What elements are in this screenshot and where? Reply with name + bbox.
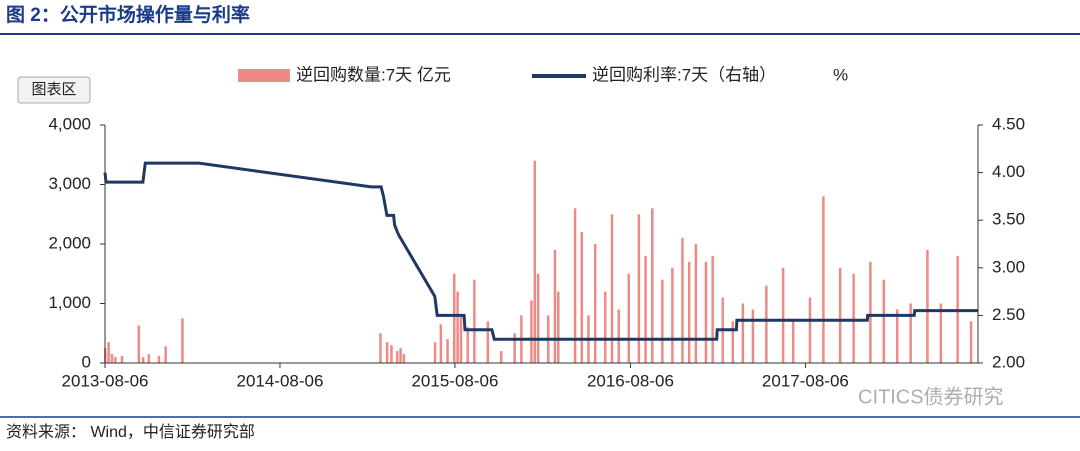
- bar: [446, 339, 449, 363]
- bar: [895, 309, 899, 363]
- bar: [141, 357, 145, 363]
- bar: [453, 273, 456, 363]
- x-tick-label: 2015-08-06: [411, 371, 498, 390]
- y2-tick-label: 3.00: [992, 257, 1025, 276]
- bar: [157, 355, 161, 363]
- bar: [781, 267, 785, 363]
- bar: [939, 303, 943, 363]
- bar: [852, 273, 855, 363]
- bar: [681, 238, 684, 363]
- y2-tick-label: 3.50: [992, 210, 1025, 229]
- x-tick-label: 2017-08-06: [762, 371, 849, 390]
- bar: [385, 342, 389, 363]
- x-tick-label: 2014-08-06: [236, 371, 323, 390]
- bar: [822, 196, 825, 363]
- legend-unit: %: [833, 65, 848, 84]
- bar: [147, 354, 151, 363]
- bar: [741, 303, 745, 363]
- chart-area-label: 图表区: [31, 81, 76, 98]
- bar: [604, 291, 607, 363]
- bar: [181, 318, 184, 363]
- y2-tick-label: 2.00: [992, 352, 1025, 371]
- bar: [711, 255, 714, 363]
- bar: [466, 327, 469, 363]
- bar: [808, 297, 812, 363]
- bar: [110, 354, 114, 363]
- bar: [791, 321, 795, 363]
- bar: [379, 333, 382, 363]
- legend-label: 逆回购数量:7天 亿元: [296, 65, 451, 84]
- bar: [869, 261, 872, 363]
- bar: [751, 309, 755, 363]
- bar: [926, 249, 929, 363]
- bar: [486, 321, 490, 363]
- y-tick-label: 1,000: [48, 293, 91, 312]
- bar: [553, 249, 557, 363]
- bar: [969, 321, 973, 363]
- bar: [593, 244, 597, 363]
- bar: [530, 300, 533, 363]
- bar: [456, 291, 459, 363]
- bar: [644, 255, 647, 363]
- bar: [704, 261, 708, 363]
- y-tick-label: 4,000: [48, 114, 91, 133]
- y2-tick-label: 2.50: [992, 305, 1025, 324]
- bar: [439, 324, 443, 363]
- y2-tick-label: 4.50: [992, 114, 1025, 133]
- y-tick-label: 2,000: [48, 233, 91, 252]
- bar: [671, 267, 674, 363]
- watermark: CITICS债券研究: [858, 385, 1004, 408]
- bar: [651, 208, 654, 363]
- bar: [687, 261, 691, 363]
- bar: [513, 333, 516, 363]
- bar: [390, 345, 393, 363]
- title: 图 2：公开市场操作量与利率: [6, 3, 250, 26]
- y-tick-label: 3,000: [48, 174, 91, 193]
- x-tick-label: 2013-08-06: [62, 371, 149, 390]
- y-tick-label: 0: [82, 352, 91, 371]
- source: 资料来源： Wind，中信证券研究部: [6, 423, 255, 441]
- bar: [637, 214, 641, 363]
- bar: [536, 273, 540, 363]
- bar: [580, 232, 584, 363]
- bar: [120, 355, 124, 363]
- bar: [399, 348, 402, 363]
- bar: [137, 325, 141, 363]
- legend-label: 逆回购利率:7天（右轴）: [592, 65, 776, 84]
- bar: [533, 160, 537, 363]
- bar: [107, 342, 110, 363]
- y2-tick-label: 4.00: [992, 162, 1025, 181]
- bar: [433, 342, 437, 363]
- bar: [838, 267, 842, 363]
- bar: [661, 279, 664, 363]
- rate-line: [103, 161, 978, 341]
- bar: [610, 214, 614, 363]
- bar: [473, 279, 476, 363]
- bar: [909, 303, 912, 363]
- bar: [164, 346, 167, 363]
- legend-swatch: [238, 69, 290, 82]
- bar: [459, 315, 463, 363]
- bar: [557, 291, 560, 363]
- bar: [617, 309, 620, 363]
- bar: [731, 321, 735, 363]
- bar: [395, 351, 399, 363]
- bar: [573, 208, 577, 363]
- bar: [765, 285, 768, 363]
- bar: [627, 273, 631, 363]
- bar: [499, 351, 503, 363]
- bar: [114, 357, 117, 363]
- bar: [402, 354, 406, 363]
- bar: [694, 244, 698, 363]
- chart-area-button[interactable]: [17, 76, 91, 104]
- bar: [882, 279, 886, 363]
- x-tick-label: 2016-08-06: [587, 371, 674, 390]
